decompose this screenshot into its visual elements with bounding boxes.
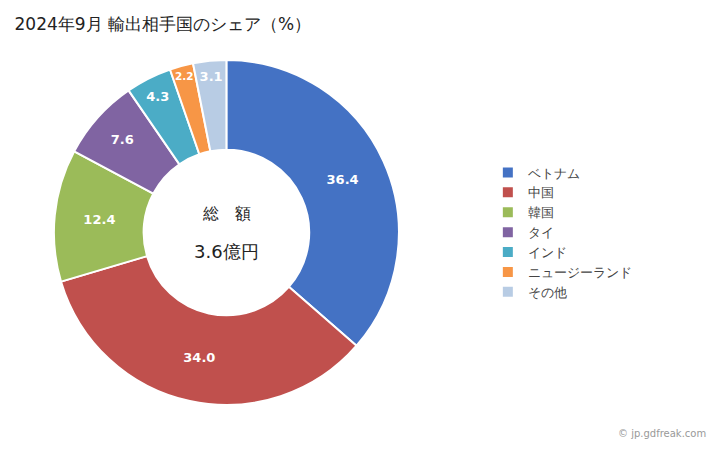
svg-text:2024年9月 輸出相手国のシェア（%）: 2024年9月 輸出相手国のシェア（%） (15, 14, 312, 34)
svg-text:中国: 中国 (528, 185, 554, 200)
svg-text:ニュージーランド: ニュージーランド (528, 265, 632, 280)
svg-text:ベトナム: ベトナム (528, 166, 580, 181)
svg-text:2.2: 2.2 (175, 70, 194, 82)
svg-text:その他: その他 (528, 285, 567, 300)
svg-text:36.4: 36.4 (327, 172, 359, 187)
svg-text:インド: インド (528, 245, 567, 260)
svg-text:7.6: 7.6 (111, 132, 134, 147)
svg-text:韓国: 韓国 (528, 205, 554, 220)
svg-text:12.4: 12.4 (83, 212, 115, 227)
svg-text:総 額: 総 額 (202, 204, 251, 223)
svg-text:34.0: 34.0 (183, 350, 215, 365)
svg-text:タイ: タイ (528, 225, 554, 240)
svg-text:3.6億円: 3.6億円 (194, 241, 259, 262)
svg-text:3.1: 3.1 (200, 69, 223, 84)
svg-text:© jp.gdfreak.com: © jp.gdfreak.com (618, 428, 706, 439)
svg-text:4.3: 4.3 (146, 89, 169, 104)
